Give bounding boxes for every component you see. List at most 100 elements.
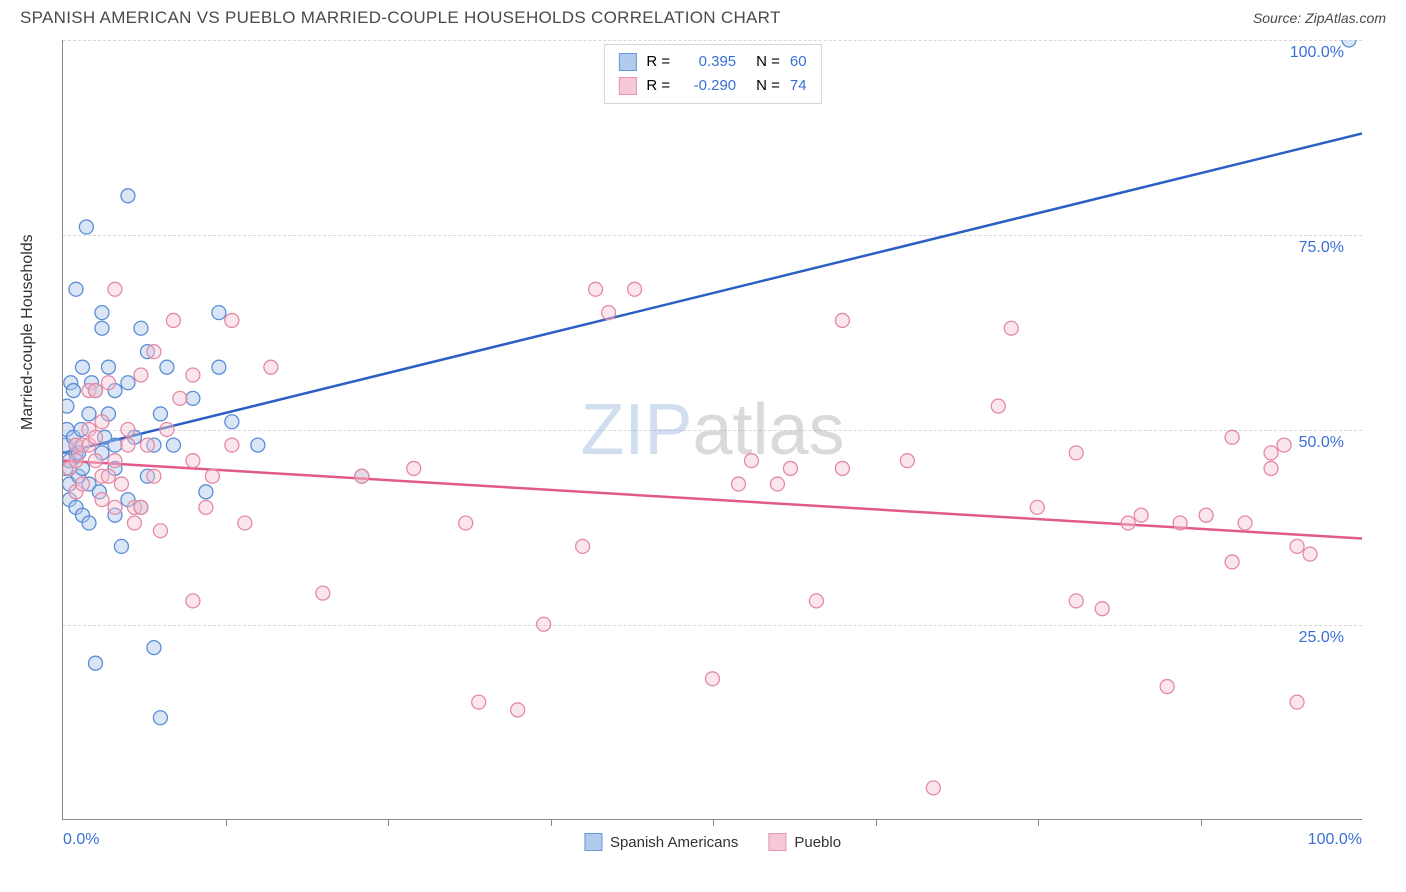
data-point bbox=[186, 368, 200, 382]
data-point bbox=[1004, 321, 1018, 335]
data-point bbox=[153, 407, 167, 421]
data-point bbox=[114, 539, 128, 553]
data-point bbox=[108, 500, 122, 514]
chart-container: Married-couple Households ZIPatlas R =0.… bbox=[20, 40, 1386, 820]
data-point bbox=[1199, 508, 1213, 522]
data-point bbox=[160, 423, 174, 437]
legend-swatch bbox=[584, 833, 602, 851]
data-point bbox=[153, 711, 167, 725]
n-value: 60 bbox=[790, 50, 807, 74]
data-point bbox=[1160, 680, 1174, 694]
x-tick bbox=[1201, 819, 1202, 826]
chart-header: SPANISH AMERICAN VS PUEBLO MARRIED-COUPL… bbox=[0, 0, 1406, 40]
data-point bbox=[153, 524, 167, 538]
data-point bbox=[88, 656, 102, 670]
data-point bbox=[95, 306, 109, 320]
data-point bbox=[1069, 594, 1083, 608]
data-point bbox=[121, 189, 135, 203]
data-point bbox=[355, 469, 369, 483]
data-point bbox=[101, 360, 115, 374]
data-point bbox=[147, 345, 161, 359]
data-point bbox=[166, 313, 180, 327]
data-point bbox=[108, 438, 122, 452]
n-label: N = bbox=[756, 50, 780, 74]
legend-swatch bbox=[618, 53, 636, 71]
y-axis-label: Married-couple Households bbox=[19, 234, 37, 430]
correlation-legend: R = 0.395 N = 60R =-0.290N =74 bbox=[603, 44, 821, 104]
data-point bbox=[225, 313, 239, 327]
data-point bbox=[212, 360, 226, 374]
data-point bbox=[1277, 438, 1291, 452]
data-point bbox=[160, 360, 174, 374]
plot-area: ZIPatlas R =0.395N =60R =-0.290N =74 Spa… bbox=[62, 40, 1362, 820]
r-label: R = bbox=[646, 74, 670, 98]
data-point bbox=[1069, 446, 1083, 460]
data-point bbox=[251, 438, 265, 452]
data-point bbox=[238, 516, 252, 530]
data-point bbox=[186, 391, 200, 405]
correlation-legend-row: R =-0.290N =74 bbox=[618, 74, 806, 98]
x-tick bbox=[876, 819, 877, 826]
data-point bbox=[173, 391, 187, 405]
r-value: 0.395 bbox=[680, 50, 736, 74]
data-point bbox=[770, 477, 784, 491]
data-point bbox=[205, 469, 219, 483]
data-point bbox=[706, 672, 720, 686]
data-point bbox=[316, 586, 330, 600]
data-point bbox=[602, 306, 616, 320]
data-point bbox=[1134, 508, 1148, 522]
data-point bbox=[134, 321, 148, 335]
data-point bbox=[1121, 516, 1135, 530]
data-point bbox=[82, 407, 96, 421]
data-point bbox=[991, 399, 1005, 413]
data-point bbox=[63, 399, 74, 413]
data-point bbox=[1290, 695, 1304, 709]
data-point bbox=[95, 415, 109, 429]
source-credit: Source: ZipAtlas.com bbox=[1253, 10, 1386, 26]
data-point bbox=[108, 282, 122, 296]
data-point bbox=[459, 516, 473, 530]
x-end-label: 100.0% bbox=[1308, 831, 1362, 849]
data-point bbox=[108, 454, 122, 468]
r-label: R = bbox=[646, 50, 670, 74]
data-point bbox=[835, 313, 849, 327]
data-point bbox=[744, 454, 758, 468]
series-legend: Spanish Americans Pueblo bbox=[584, 833, 841, 851]
data-point bbox=[926, 781, 940, 795]
x-origin-label: 0.0% bbox=[63, 831, 99, 849]
data-point bbox=[576, 539, 590, 553]
data-point bbox=[69, 454, 83, 468]
data-point bbox=[134, 500, 148, 514]
data-point bbox=[140, 438, 154, 452]
data-point bbox=[1225, 430, 1239, 444]
data-point bbox=[95, 493, 109, 507]
data-point bbox=[127, 516, 141, 530]
legend-swatch bbox=[618, 77, 636, 95]
chart-title: SPANISH AMERICAN VS PUEBLO MARRIED-COUPL… bbox=[20, 8, 781, 28]
data-point bbox=[95, 321, 109, 335]
data-point bbox=[537, 617, 551, 631]
series-name: Pueblo bbox=[794, 834, 841, 851]
data-point bbox=[101, 376, 115, 390]
data-point bbox=[186, 454, 200, 468]
data-point bbox=[783, 461, 797, 475]
data-point bbox=[121, 376, 135, 390]
data-point bbox=[1342, 40, 1356, 47]
trend-line bbox=[63, 133, 1362, 452]
data-point bbox=[66, 384, 80, 398]
n-value: 74 bbox=[790, 74, 807, 98]
data-point bbox=[121, 438, 135, 452]
data-point bbox=[199, 500, 213, 514]
data-point bbox=[264, 360, 278, 374]
series-name: Spanish Americans bbox=[610, 834, 738, 851]
data-point bbox=[225, 438, 239, 452]
data-point bbox=[1290, 539, 1304, 553]
x-tick bbox=[388, 819, 389, 826]
series-legend-item: Spanish Americans bbox=[584, 833, 738, 851]
data-point bbox=[134, 368, 148, 382]
data-point bbox=[101, 469, 115, 483]
data-point bbox=[1030, 500, 1044, 514]
trend-line bbox=[63, 461, 1362, 539]
data-point bbox=[69, 282, 83, 296]
data-point bbox=[589, 282, 603, 296]
